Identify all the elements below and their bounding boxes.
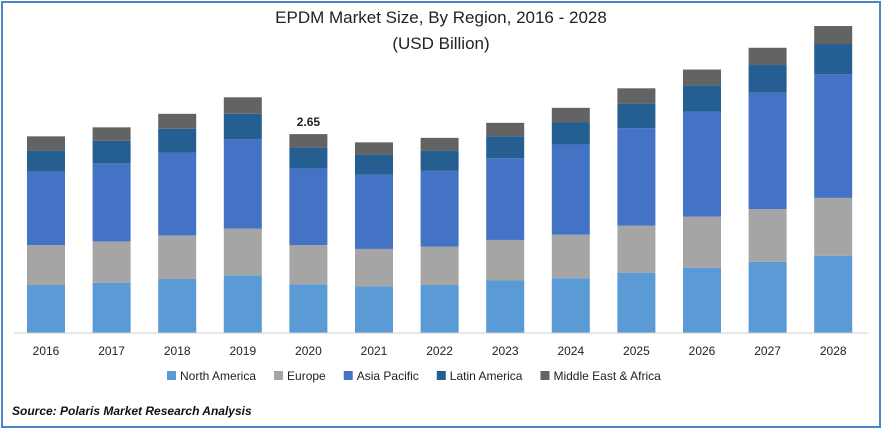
x-tick-label: 2018 — [164, 344, 191, 358]
bar-segment — [420, 170, 459, 247]
bar-segment — [27, 245, 65, 285]
bar-segment — [748, 65, 787, 93]
bar-segment — [355, 248, 393, 287]
x-tick-label: 2028 — [820, 344, 847, 358]
bar-segment — [617, 225, 656, 273]
chart-subtitle: (USD Billion) — [392, 34, 490, 53]
data-label: 2.65 — [297, 115, 321, 129]
bar-segment — [420, 150, 459, 171]
bar-segment — [223, 228, 262, 276]
bar-segment — [683, 111, 721, 217]
bar-segment — [486, 158, 525, 240]
bar-segment — [92, 140, 131, 164]
bar-segment — [814, 255, 853, 333]
bar-segment — [551, 107, 590, 123]
bar-segment — [814, 197, 853, 256]
bar-segment — [814, 26, 853, 45]
bar-segment — [289, 245, 328, 285]
bar-segment — [223, 139, 262, 229]
bar-segment — [223, 275, 262, 333]
bar-segment — [748, 209, 787, 262]
bar-segment — [420, 137, 459, 151]
bar-segment — [158, 113, 197, 129]
bar-segment — [748, 261, 787, 333]
x-tick-label: 2020 — [295, 344, 322, 358]
bar-segment — [420, 284, 459, 333]
bar-segment — [486, 136, 525, 159]
bar-segment — [27, 150, 65, 172]
legend-label: Latin America — [450, 369, 523, 383]
bar-segment — [289, 134, 328, 148]
x-tick-label: 2025 — [623, 344, 650, 358]
bar-segment — [617, 272, 656, 333]
bar-segment — [748, 92, 787, 210]
chart-title: EPDM Market Size, By Region, 2016 - 2028 — [275, 8, 607, 27]
x-tick-label: 2017 — [98, 344, 125, 358]
legend-swatch — [274, 371, 284, 380]
x-tick-label: 2024 — [557, 344, 584, 358]
legend-swatch — [540, 371, 550, 380]
bar-segment — [27, 171, 65, 246]
bar-segment — [683, 69, 721, 86]
x-tick-label: 2016 — [33, 344, 60, 358]
legend-label: Asia Pacific — [357, 369, 419, 383]
bar-segment — [223, 97, 262, 114]
legend-label: Europe — [287, 369, 326, 383]
bar-segment — [683, 85, 721, 112]
x-tick-label: 2027 — [754, 344, 781, 358]
bar-segment — [27, 284, 65, 333]
bar-segment — [814, 44, 853, 75]
x-tick-label: 2019 — [229, 344, 256, 358]
bar-segment — [92, 282, 131, 333]
x-tick-label: 2021 — [361, 344, 388, 358]
x-tick-label: 2026 — [689, 344, 716, 358]
bar-segment — [683, 267, 721, 333]
bar-segment — [289, 284, 328, 333]
bar-segment — [27, 136, 65, 151]
bar-segment — [92, 163, 131, 242]
x-tick-label: 2023 — [492, 344, 519, 358]
bar-segment — [158, 235, 197, 279]
legend-swatch — [343, 371, 353, 380]
bar-segment — [486, 239, 525, 281]
source-note: Source: Polaris Market Research Analysis — [12, 404, 252, 418]
legend-label: Middle East & Africa — [553, 369, 661, 383]
bar-segment — [92, 127, 131, 141]
bar-segment — [158, 128, 197, 153]
bar-segment — [814, 74, 853, 198]
bar-segment — [748, 47, 787, 66]
bar-segment — [158, 152, 197, 236]
bar-segment — [551, 144, 590, 235]
x-tick-label: 2022 — [426, 344, 453, 358]
legend-swatch — [167, 371, 176, 380]
bar-segment — [420, 246, 459, 285]
bar-segment — [617, 128, 656, 226]
bar-segment — [617, 103, 656, 129]
bar-segment — [158, 278, 197, 333]
bar-segment — [355, 154, 393, 175]
bar-segment — [683, 216, 721, 268]
bar-segment — [551, 122, 590, 145]
bar-segment — [551, 278, 590, 333]
bar-segment — [223, 113, 262, 140]
bar-segment — [355, 286, 393, 333]
legend-label: North America — [180, 369, 256, 383]
bar-segment — [355, 142, 393, 155]
bar-segment — [486, 280, 525, 333]
bar-segment — [289, 168, 328, 246]
bar-segment — [617, 88, 656, 104]
bar-segment — [486, 122, 525, 137]
bar-segment — [92, 241, 131, 283]
bar-segment — [355, 174, 393, 249]
bar-segment — [289, 147, 328, 169]
legend-swatch — [436, 371, 446, 380]
bar-segment — [551, 234, 590, 279]
